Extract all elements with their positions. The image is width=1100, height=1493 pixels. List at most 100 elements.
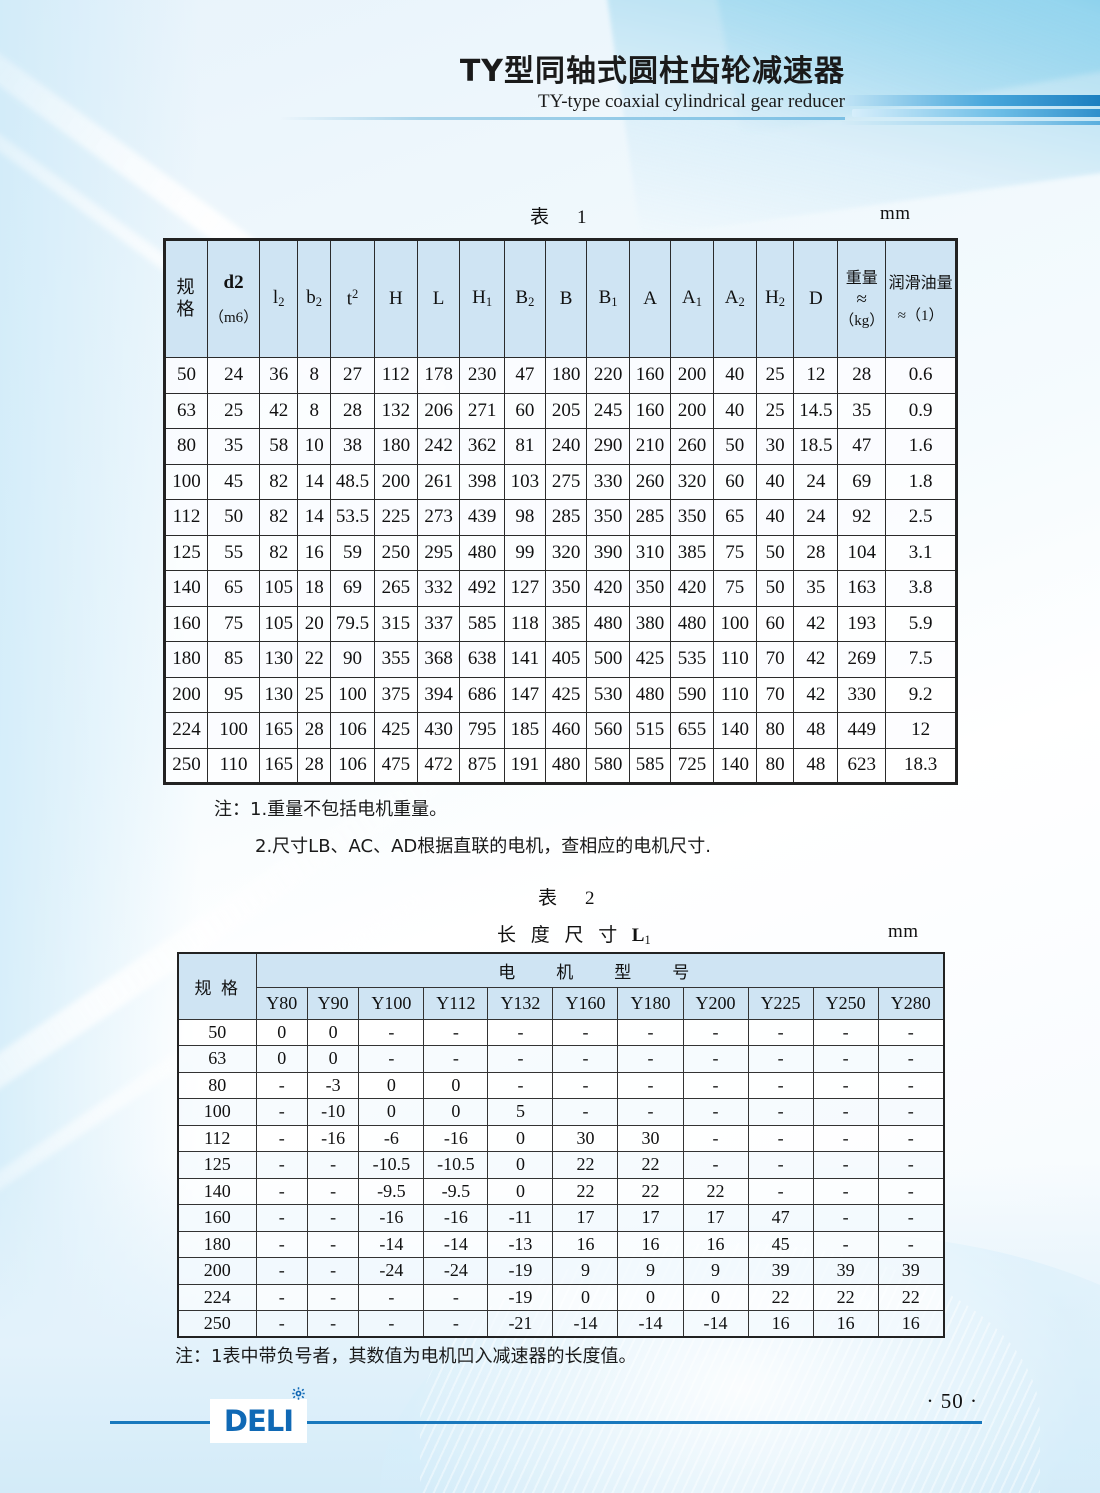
table1-cell: 271: [459, 392, 505, 429]
table2-cell: -: [877, 1071, 945, 1099]
table1-cell: 425: [628, 641, 672, 678]
table1-cell: 75: [206, 605, 261, 642]
table-row: 160- - -16 -16 -11 17 17 17 47- -: [177, 1204, 945, 1232]
table2-cell: -: [423, 1018, 489, 1046]
table2-cell: -: [552, 1045, 619, 1073]
header-bar-tertiary: [838, 121, 1100, 125]
table2-cell: -: [812, 1045, 879, 1073]
table2-col-y200: Y200: [682, 986, 749, 1020]
table2-cell: -19: [487, 1257, 554, 1285]
table2-cell: -: [877, 1177, 945, 1205]
table1-cell: 160: [628, 392, 672, 429]
table1-cell: 80: [755, 712, 795, 749]
table1-cell: 210: [628, 428, 672, 465]
table1-cell: 362: [459, 428, 505, 465]
table1-cell: 36: [259, 357, 299, 394]
table-row: 63 25 42 8 28 132 206 271 60 205 245 160 200 40 25 14.5…: [164, 392, 957, 429]
table2-col-y132: Y132: [487, 986, 554, 1020]
table1-cell: 275: [544, 463, 588, 500]
table2-cell: 0: [306, 1045, 360, 1073]
table1-cell: 48: [793, 712, 839, 749]
table1-cell: 655: [670, 712, 714, 749]
table2-cell: -19: [487, 1283, 554, 1311]
table1-cell: 14: [297, 499, 332, 536]
table2-cell: -: [306, 1151, 360, 1179]
table1-cell-spec: 125: [164, 534, 208, 571]
table1-cell: 385: [670, 534, 714, 571]
table2-cell: 0: [423, 1098, 489, 1126]
table2-cell: -: [306, 1257, 360, 1285]
table1-cell: 70: [755, 676, 795, 713]
table2-cell-spec: 125: [177, 1151, 257, 1179]
table1-cell: 42: [793, 676, 839, 713]
table1-cell: 140: [712, 712, 757, 749]
table1-cell: 368: [416, 641, 461, 678]
table2-cell: -: [747, 1098, 814, 1126]
table1-cell: 75: [712, 570, 757, 607]
table1-cell: 18.5: [793, 428, 839, 465]
table2-col-y160: Y160: [552, 986, 619, 1020]
table2-cell: -: [255, 1124, 308, 1152]
table2-col-y280: Y280: [877, 986, 945, 1020]
table1-cell: 185: [503, 712, 546, 749]
table2-cell-spec: 50: [177, 1018, 257, 1046]
table2-cell: -14: [682, 1310, 749, 1338]
table-row: 200 95 130 25 100 375 394 686 147 425 530 480 590 110…: [164, 676, 957, 713]
table1-cell: 106: [330, 747, 375, 784]
table1-cell: 25: [755, 357, 795, 394]
table1-cell: 225: [373, 499, 418, 536]
table1-cell: 47: [503, 357, 546, 394]
table2-cell: -: [552, 1018, 619, 1046]
table2-cell: -: [423, 1045, 489, 1073]
table2-cell: -10.5: [358, 1151, 425, 1179]
table2-cell: -: [747, 1045, 814, 1073]
table1-cell: 110: [712, 641, 757, 678]
table1-cell: 638: [459, 641, 505, 678]
table2-cell: -: [747, 1177, 814, 1205]
table2-cell: -: [358, 1018, 425, 1046]
table1-cell: 79.5: [330, 605, 375, 642]
table1-cell: 350: [628, 570, 672, 607]
table1-cell: 82: [259, 463, 299, 500]
table1-cell: 0.6: [885, 357, 957, 394]
table2-cell: 0: [306, 1018, 360, 1046]
length-dimension-table: 规 格 电 机 型 号 Y80 Y90 Y100 Y112 Y132 Y160 Y180 Y2…: [177, 952, 945, 1338]
table1-cell: 460: [544, 712, 588, 749]
table1-cell: 81: [503, 428, 546, 465]
table1-cell: 337: [416, 605, 461, 642]
table1-cell: 420: [670, 570, 714, 607]
table2-subtitle-symbol: L1: [631, 925, 651, 948]
table2-cell: -10.5: [423, 1151, 489, 1179]
table2-cell: 16: [812, 1310, 879, 1338]
table1-cell: 42: [793, 605, 839, 642]
table2-cell: -13: [487, 1230, 554, 1258]
table1-cell: 449: [837, 712, 887, 749]
table1-cell: 398: [459, 463, 505, 500]
table-row: 125 55 82 16 59 250 295 480 99 320 390 310 385 75 50 28…: [164, 534, 957, 571]
table1-cell: 425: [544, 676, 588, 713]
page-number: · 50 ·: [926, 1389, 978, 1413]
table1-col-L: L: [416, 239, 461, 358]
table2-cell: -: [812, 1018, 879, 1046]
table1-cell: 269: [837, 641, 887, 678]
table2-cell: -: [682, 1098, 749, 1126]
table2-cell: -: [306, 1310, 360, 1338]
table1-cell: 260: [628, 463, 672, 500]
table1-cell: 100: [206, 712, 261, 749]
table1-cell: 50: [755, 534, 795, 571]
table1-cell: 180: [373, 428, 418, 465]
table1-cell: 420: [586, 570, 630, 607]
table-row: 250- - - - -21 -14 -14 -14 16 16 16: [177, 1310, 945, 1338]
table2-cell: -: [255, 1098, 308, 1126]
table1-cell: 480: [459, 534, 505, 571]
table1-col-A: A: [628, 239, 672, 358]
table1-cell: 165: [259, 712, 299, 749]
table2-cell: -: [358, 1045, 425, 1073]
table2-cell: -: [682, 1151, 749, 1179]
table1-cell: 147: [503, 676, 546, 713]
table2-cell: -: [487, 1018, 554, 1046]
table2-cell: -16: [423, 1124, 489, 1152]
table2-col-y225: Y225: [747, 986, 814, 1020]
table1-cell: 2.5: [885, 499, 957, 536]
table1-cell: 180: [544, 357, 588, 394]
